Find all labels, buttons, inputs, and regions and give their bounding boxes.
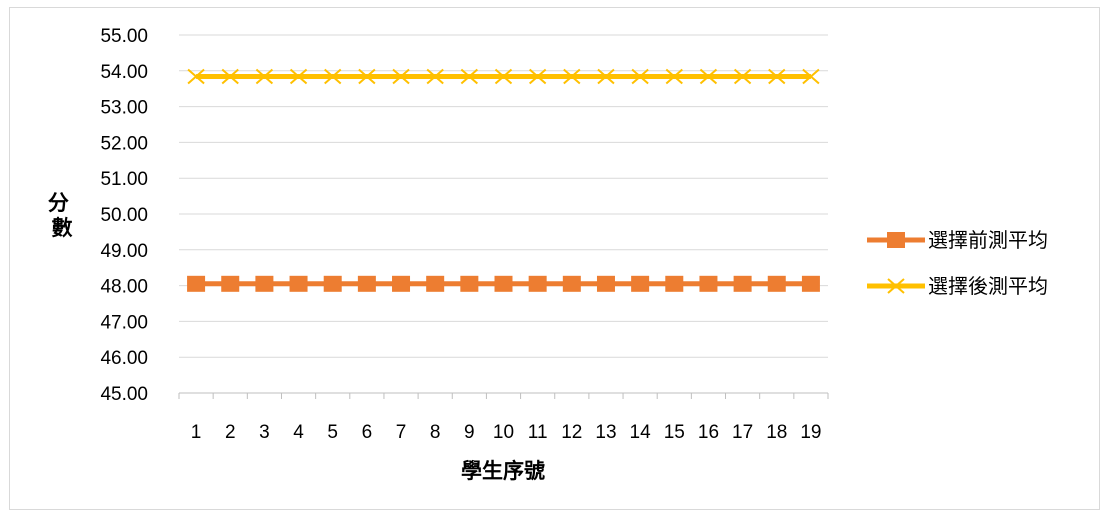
data-point <box>802 68 820 85</box>
data-point <box>392 68 410 85</box>
x-tick-label: 9 <box>464 422 475 443</box>
legend-marker <box>887 232 905 248</box>
data-point <box>426 68 444 85</box>
data-point <box>631 275 650 292</box>
data-point <box>801 275 820 292</box>
data-point <box>324 68 342 85</box>
y-tick-label: 48.00 <box>100 277 148 298</box>
data-point <box>255 275 274 292</box>
x-tick-label: 7 <box>396 422 407 443</box>
legend-item: 選擇前測平均 <box>867 228 1048 252</box>
data-point <box>187 275 206 292</box>
y-axis-ticks: 45.00 46.00 47.00 48.00 49.00 50.00 51.00 52.00… <box>100 26 148 405</box>
series-group <box>187 68 820 292</box>
data-point <box>597 68 615 85</box>
data-point <box>187 68 205 85</box>
x-tick-label: 8 <box>430 422 441 443</box>
data-point <box>562 275 581 292</box>
data-point <box>596 275 615 292</box>
series-1 <box>187 275 820 292</box>
data-point <box>221 275 240 292</box>
data-point <box>631 68 649 85</box>
x-tick-label: 3 <box>259 422 270 443</box>
y-tick-label: 52.00 <box>100 133 148 154</box>
data-point <box>665 275 684 292</box>
data-point <box>767 275 786 292</box>
legend-label: 選擇前測平均 <box>928 228 1048 252</box>
data-point <box>255 68 274 85</box>
x-tick-label: 1 <box>191 422 202 443</box>
x-tick-label: 17 <box>732 422 753 443</box>
data-point <box>699 68 718 85</box>
series-2 <box>187 68 820 85</box>
data-point <box>221 68 239 85</box>
y-axis-title-char-2: 數 <box>52 216 73 240</box>
chart-frame <box>9 7 1100 510</box>
y-tick-label: 46.00 <box>100 348 148 369</box>
y-tick-label: 54.00 <box>100 62 148 83</box>
data-point <box>460 275 479 292</box>
y-tick-label: 45.00 <box>100 384 148 405</box>
data-point <box>392 275 411 292</box>
y-axis-title-char-1: 分 <box>48 191 69 215</box>
x-axis-title: 學生序號 <box>461 459 545 483</box>
data-point <box>460 68 479 85</box>
y-tick-label: 53.00 <box>100 98 148 119</box>
y-tick-label: 55.00 <box>100 26 148 47</box>
legend-label: 選擇後測平均 <box>928 274 1048 298</box>
x-tick-label: 11 <box>528 422 548 443</box>
data-point <box>289 275 308 292</box>
data-point <box>528 68 547 85</box>
data-point <box>323 275 342 292</box>
legend-item: 選擇後測平均 <box>867 274 1048 298</box>
x-tick-label: 5 <box>327 422 338 443</box>
x-tick-label: 19 <box>800 422 821 443</box>
y-tick-label: 51.00 <box>100 169 148 190</box>
legend-marker <box>887 278 905 294</box>
y-tick-label: 47.00 <box>100 312 148 333</box>
y-tick-label: 49.00 <box>100 241 148 262</box>
data-point <box>426 275 445 292</box>
x-tick-label: 16 <box>698 422 719 443</box>
y-tick-label: 50.00 <box>100 205 148 226</box>
y-axis-title: 分 數 <box>48 191 76 240</box>
data-point <box>733 275 752 292</box>
x-tick-label: 18 <box>766 422 787 443</box>
x-axis-ticks: 1 2 3 4 5 6 7 8 9 10 11 12 13 14 15 16 17 18 19 <box>191 422 822 443</box>
data-point <box>733 68 752 85</box>
x-tick-label: 4 <box>293 422 304 443</box>
data-point <box>358 68 376 85</box>
data-point <box>289 68 308 85</box>
data-point <box>563 68 581 85</box>
data-point <box>357 275 376 292</box>
data-point <box>665 68 683 85</box>
data-point <box>494 68 513 85</box>
x-axis <box>178 392 829 399</box>
x-tick-label: 14 <box>630 422 652 443</box>
data-point <box>528 275 547 292</box>
x-tick-label: 10 <box>493 422 514 443</box>
data-point <box>699 275 718 292</box>
x-tick-label: 12 <box>561 422 582 443</box>
x-tick-label: 13 <box>595 422 616 443</box>
x-tick-label: 2 <box>225 422 236 443</box>
data-point <box>768 68 786 85</box>
x-tick-label: 15 <box>664 422 685 443</box>
gridlines <box>179 34 828 358</box>
data-point <box>494 275 513 292</box>
x-tick-label: 6 <box>362 422 373 443</box>
